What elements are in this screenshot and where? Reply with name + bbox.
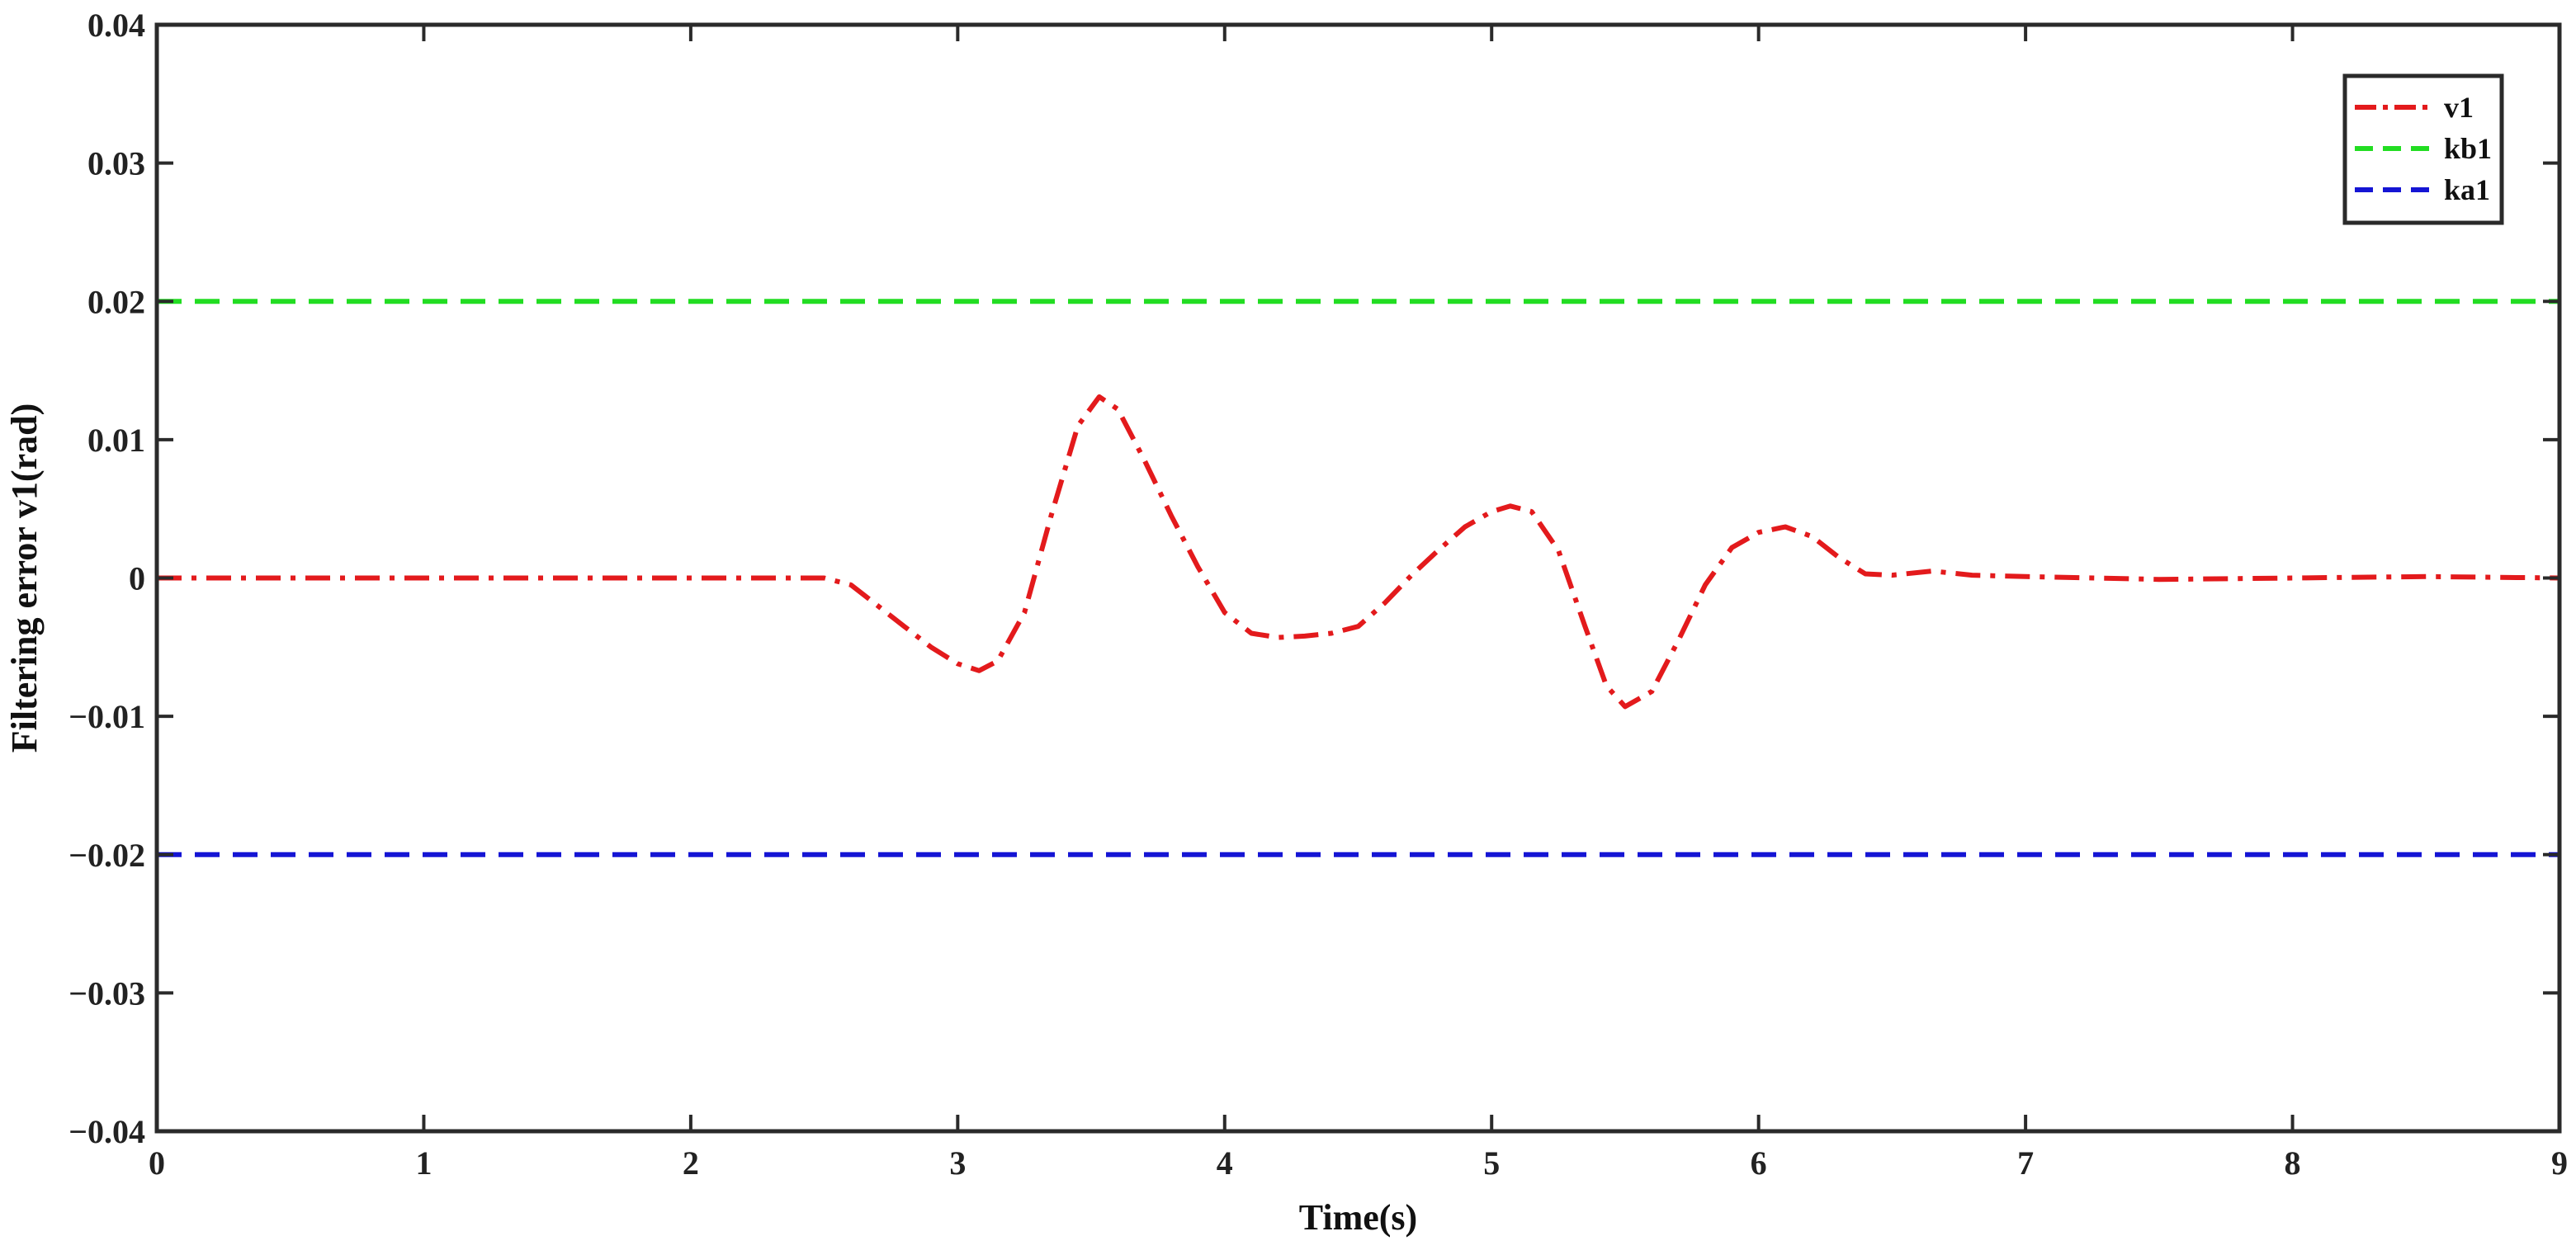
y-tick-label: 0.01 xyxy=(87,422,145,459)
x-tick-label: 6 xyxy=(1751,1144,1767,1182)
x-tick-label: 3 xyxy=(949,1144,966,1182)
plot-frame xyxy=(154,22,2562,1134)
y-tick-label: 0 xyxy=(129,560,145,597)
y-tick-label: 0.03 xyxy=(87,145,145,182)
x-tick-label: 4 xyxy=(1217,1144,1233,1182)
x-tick-label: 7 xyxy=(2017,1144,2034,1182)
x-tick-label: 9 xyxy=(2551,1144,2568,1182)
y-tick-label: −0.01 xyxy=(69,698,145,735)
y-tick-label: −0.04 xyxy=(69,1113,145,1150)
y-tick-label: −0.03 xyxy=(69,974,145,1012)
x-tick-label: 0 xyxy=(149,1144,165,1182)
legend-label-ka1: ka1 xyxy=(2444,173,2490,206)
y-axis-label: Filtering error v1(rad) xyxy=(4,403,45,753)
x-tick-label: 5 xyxy=(1483,1144,1500,1182)
tick-labels-layer: 0 1 2 3 4 5 6 7 8 9 −0.04 −0.03 −0.02 −0.01 0 0.01 0.02 0… xyxy=(69,7,2568,1182)
series-layer xyxy=(157,299,2560,857)
y-tick-label: −0.02 xyxy=(69,837,145,874)
x-axis-label: Time(s) xyxy=(1299,1197,1417,1238)
y-tick-label: 0.02 xyxy=(87,283,145,320)
legend: v1 kb1 ka1 xyxy=(2342,73,2504,225)
x-tick-label: 2 xyxy=(683,1144,699,1182)
x-tick-label: 1 xyxy=(415,1144,432,1182)
series-line-v1 xyxy=(157,394,2560,710)
legend-label-kb1: kb1 xyxy=(2444,132,2492,165)
y-tick-label: 0.04 xyxy=(87,7,145,44)
legend-label-v1: v1 xyxy=(2444,91,2474,124)
x-tick-label: 8 xyxy=(2285,1144,2301,1182)
